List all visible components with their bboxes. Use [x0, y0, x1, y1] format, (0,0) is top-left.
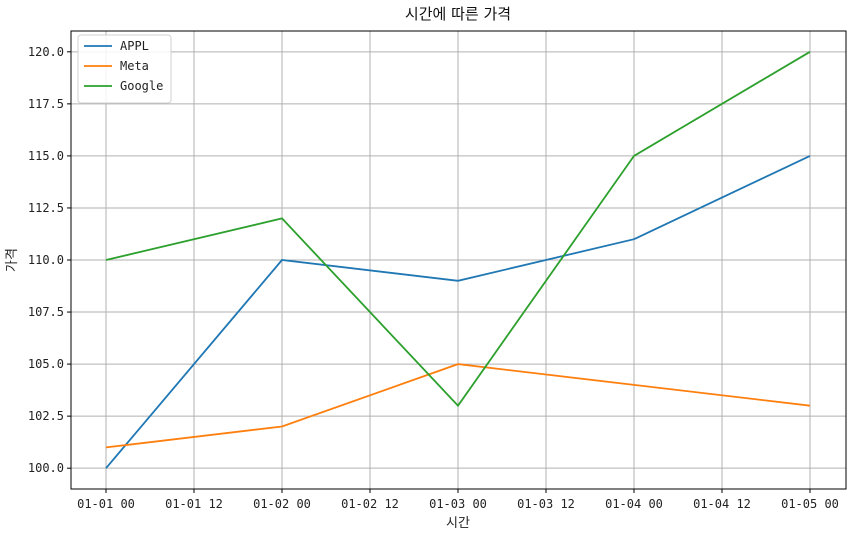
- x-tick-label: 01-05 00: [781, 497, 839, 511]
- grid: [71, 31, 846, 489]
- y-tick-label: 115.0: [28, 149, 64, 163]
- legend-label: Meta: [120, 59, 149, 73]
- x-tick-label: 01-02 12: [341, 497, 399, 511]
- y-tick-label: 105.0: [28, 357, 64, 371]
- series-lines: [105, 51, 811, 469]
- x-tick-label: 01-01 00: [77, 497, 135, 511]
- y-tick-label: 107.5: [28, 305, 64, 319]
- series-line-google: [105, 51, 811, 408]
- chart-title: 시간에 따른 가격: [405, 5, 511, 23]
- y-tick-label: 100.0: [28, 461, 64, 475]
- series-line-meta: [105, 363, 811, 449]
- legend-label: APPL: [120, 39, 149, 53]
- legend-label: Google: [120, 79, 163, 93]
- x-tick-label: 01-03 12: [517, 497, 575, 511]
- x-axis-label: 시간: [446, 516, 470, 531]
- y-axis-label: 가격: [5, 248, 20, 272]
- y-tick-label: 112.5: [28, 201, 64, 215]
- x-tick-label: 01-03 00: [429, 497, 487, 511]
- y-tick-label: 102.5: [28, 409, 64, 423]
- x-axis: 01-01 00 01-01 12 01-02 00 01-02 12 01-03 00…: [77, 489, 839, 511]
- y-axis: 100.0 102.5 105.0 107.5 110.0 112.5 115.0 117.5…: [28, 45, 71, 475]
- x-tick-label: 01-02 00: [253, 497, 311, 511]
- x-tick-label: 01-04 12: [693, 497, 751, 511]
- y-tick-label: 117.5: [28, 97, 64, 111]
- x-tick-label: 01-01 12: [165, 497, 223, 511]
- y-tick-label: 110.0: [28, 253, 64, 267]
- legend: APPL Meta Google: [77, 34, 172, 104]
- x-tick-label: 01-04 00: [605, 497, 663, 511]
- y-tick-label: 120.0: [28, 45, 64, 59]
- series-line-appl: [105, 155, 811, 469]
